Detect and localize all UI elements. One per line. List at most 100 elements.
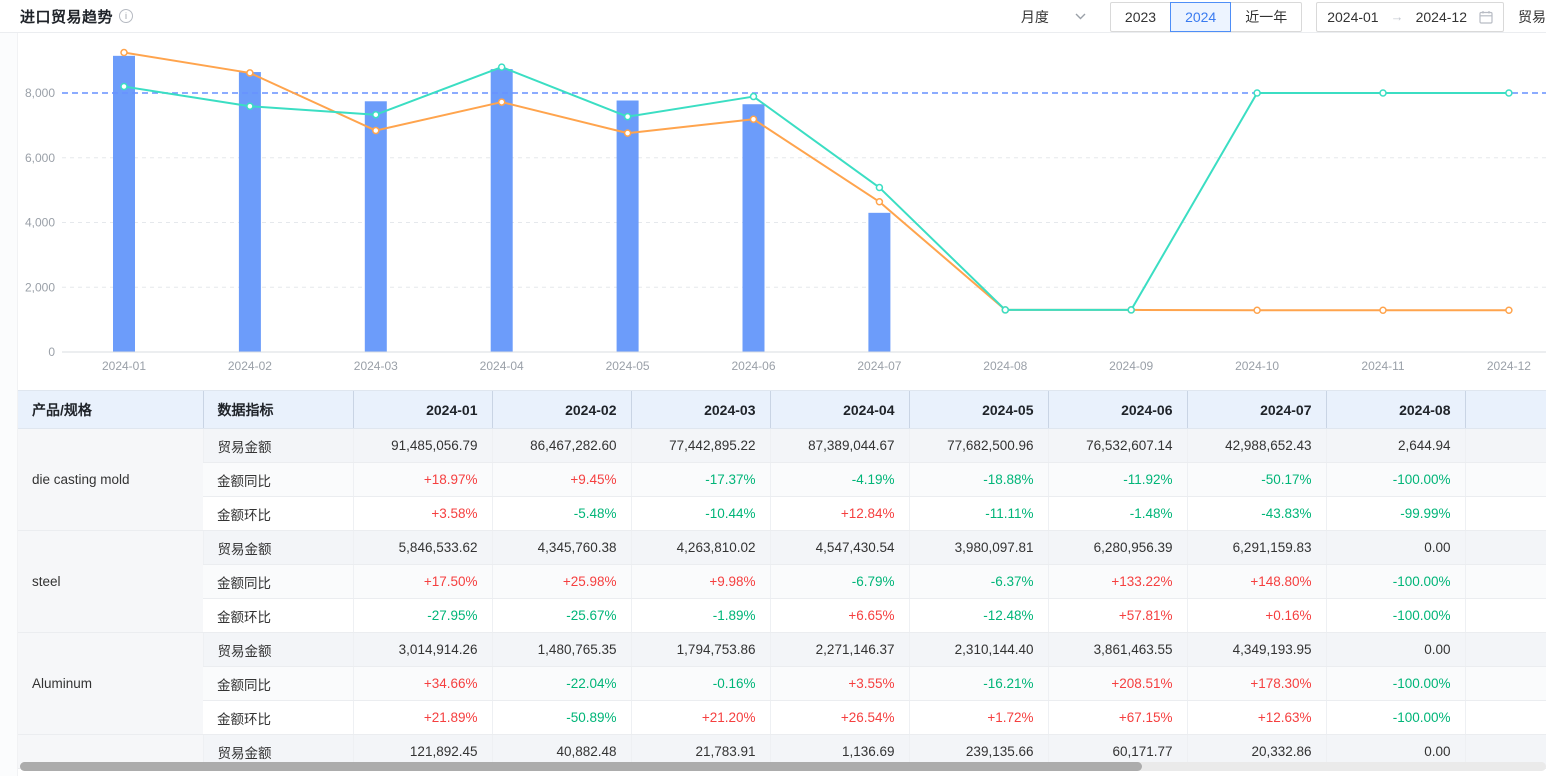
year-button-近一年[interactable]: 近一年 — [1230, 1, 1303, 32]
mom-cell: -10.44% — [630, 496, 770, 531]
teal-line-point-2024-03[interactable] — [372, 110, 380, 119]
y-axis-tick: 0 — [48, 345, 55, 359]
amount-cell: 1,480,765.35 — [491, 632, 631, 667]
y-axis-tick: 4,000 — [25, 216, 55, 230]
chevron-down-icon — [1075, 13, 1086, 20]
mom-cell: +21.20% — [630, 700, 770, 735]
x-axis-tick: 2024-11 — [1361, 359, 1404, 373]
teal-line-point-2024-01[interactable] — [120, 82, 128, 91]
y-axis-tick: 8,000 — [25, 86, 55, 100]
table-row: 金额环比 -27.95% -25.67% -1.89% +6.65% -12.48% +57… — [18, 598, 1546, 633]
yoy-cell: -100.00% — [1325, 462, 1465, 497]
year-button-2023[interactable]: 2023 — [1109, 1, 1172, 32]
teal-line-point-2024-11[interactable] — [1379, 89, 1387, 97]
bar-2024-07[interactable] — [868, 212, 891, 352]
trend-chart[interactable]: 0 2,000 4,000 6,000 8,000 2024-01 2024-02 2024-… — [0, 33, 1546, 385]
mom-cell: +21.89% — [352, 700, 492, 735]
info-icon[interactable]: i — [119, 9, 134, 23]
year-button-2024[interactable]: 2024 — [1170, 1, 1232, 32]
metric-label-cell: 金额环比 — [203, 496, 353, 531]
table-row: Aluminum 贸易金额 3,014,914.26 1,480,765.35 1,79… — [18, 632, 1546, 735]
metric-label-cell: 金额环比 — [203, 598, 353, 633]
period-select-value: 月度 — [1020, 8, 1049, 25]
bar-2024-03[interactable] — [364, 101, 387, 353]
amount-cell: 1,794,753.86 — [630, 632, 770, 667]
orange-line-point-2024-02[interactable] — [246, 69, 254, 77]
orange-line-point-2024-01[interactable] — [120, 48, 128, 57]
yoy-cell: -18.88% — [908, 462, 1048, 497]
yoy-cell: +9.98% — [630, 564, 770, 599]
metric-label-cell: 金额环比 — [203, 700, 353, 735]
col-header-2024-06: 2024-06 — [1047, 390, 1187, 429]
period-select[interactable]: 月度 — [1011, 2, 1096, 32]
table-row: die casting mold 贸易金额 91,485,056.79 86,467,… — [18, 428, 1546, 531]
trade-data-table: 产品/规格 数据指标 2024-01 2024-02 2024-03 2024-04 202… — [18, 390, 1546, 769]
mom-cell: +57.81% — [1047, 598, 1187, 633]
teal-line-point-2024-06[interactable] — [749, 92, 758, 101]
metric-label-cell: 金额同比 — [203, 666, 353, 701]
orange-line-point-2024-10[interactable] — [1253, 306, 1261, 314]
yoy-cell: -17.37% — [630, 462, 770, 497]
teal-line-point-2024-12[interactable] — [1505, 89, 1513, 97]
yoy-cell: +34.66% — [352, 666, 492, 701]
date-end[interactable]: 2024-12 — [1415, 8, 1467, 25]
teal-line-point-2024-02[interactable] — [246, 102, 254, 111]
yoy-cell: -6.37% — [908, 564, 1048, 599]
yoy-cell: +208.51% — [1047, 666, 1187, 701]
date-range-picker[interactable]: 2024-01 → 2024-12 — [1316, 1, 1504, 32]
x-axis-tick: 2024-10 — [1235, 359, 1279, 373]
date-start[interactable]: 2024-01 — [1327, 8, 1379, 25]
orange-line-point-2024-06[interactable] — [749, 115, 758, 123]
mom-cell: -100.00% — [1325, 598, 1465, 633]
x-axis-tick: 2024-07 — [857, 359, 901, 373]
teal-line-point-2024-07[interactable] — [875, 183, 884, 192]
x-axis-tick: 2024-12 — [1487, 359, 1531, 373]
teal-line-point-2024-08[interactable] — [1001, 306, 1010, 314]
horizontal-scrollbar-thumb[interactable] — [20, 762, 1142, 771]
left-gutter — [0, 33, 18, 776]
yoy-cell: +178.30% — [1186, 666, 1326, 701]
amount-cell: 76,532,607.14 — [1047, 428, 1187, 463]
orange-line-point-2024-05[interactable] — [623, 129, 632, 137]
bar-2024-04[interactable] — [490, 69, 513, 352]
amount-cell: 0.00 — [1325, 530, 1465, 565]
filler-cell — [1464, 632, 1546, 667]
orange-line-point-2024-04[interactable] — [497, 98, 506, 106]
teal-line-point-2024-05[interactable] — [623, 112, 632, 121]
teal-line-point-2024-10[interactable] — [1253, 89, 1261, 97]
col-header-2024-02: 2024-02 — [491, 390, 631, 429]
amount-cell: 77,682,500.96 — [908, 428, 1048, 463]
mom-cell: -5.48% — [491, 496, 631, 531]
orange-line-point-2024-07[interactable] — [875, 198, 884, 206]
yoy-cell: +3.55% — [769, 666, 909, 701]
col-header-product: 产品/规格 — [18, 390, 203, 429]
orange-line-point-2024-12[interactable] — [1505, 306, 1513, 314]
cutoff-label: 贸易 — [1518, 8, 1546, 25]
bar-2024-01[interactable] — [113, 55, 135, 353]
yoy-cell: -16.21% — [908, 666, 1048, 701]
metric-label-cell: 贸易金额 — [202, 530, 353, 565]
range-arrow-icon: → — [1390, 9, 1404, 24]
yoy-cell: +18.97% — [352, 462, 492, 497]
bar-2024-02[interactable] — [238, 72, 261, 352]
orange-line-point-2024-03[interactable] — [372, 126, 380, 135]
y-axis-tick: 2,000 — [25, 280, 55, 294]
year-segmented-control: 2023 2024 近一年 — [1109, 1, 1303, 32]
mom-cell: -11.11% — [908, 496, 1048, 531]
metric-label-cell: 金额同比 — [203, 564, 353, 599]
calendar-icon[interactable] — [1479, 10, 1493, 24]
amount-cell: 77,442,895.22 — [630, 428, 770, 463]
metric-label-cell: 金额同比 — [203, 462, 353, 497]
col-header-2024-01: 2024-01 — [352, 390, 492, 429]
orange-line-point-2024-11[interactable] — [1379, 306, 1387, 314]
horizontal-scrollbar-track[interactable] — [20, 762, 1546, 771]
bar-2024-05[interactable] — [616, 100, 639, 352]
x-axis-tick: 2024-06 — [731, 359, 775, 373]
page-title: 进口贸易趋势 — [20, 8, 114, 26]
teal-line-point-2024-09[interactable] — [1127, 306, 1135, 314]
teal-line-point-2024-04[interactable] — [497, 63, 506, 71]
trade-data-table-wrap: 产品/规格 数据指标 2024-01 2024-02 2024-03 2024-04 202… — [18, 390, 1546, 776]
filler-cell — [1464, 428, 1546, 463]
x-axis-tick: 2024-05 — [606, 359, 650, 373]
bar-2024-06[interactable] — [742, 104, 765, 352]
